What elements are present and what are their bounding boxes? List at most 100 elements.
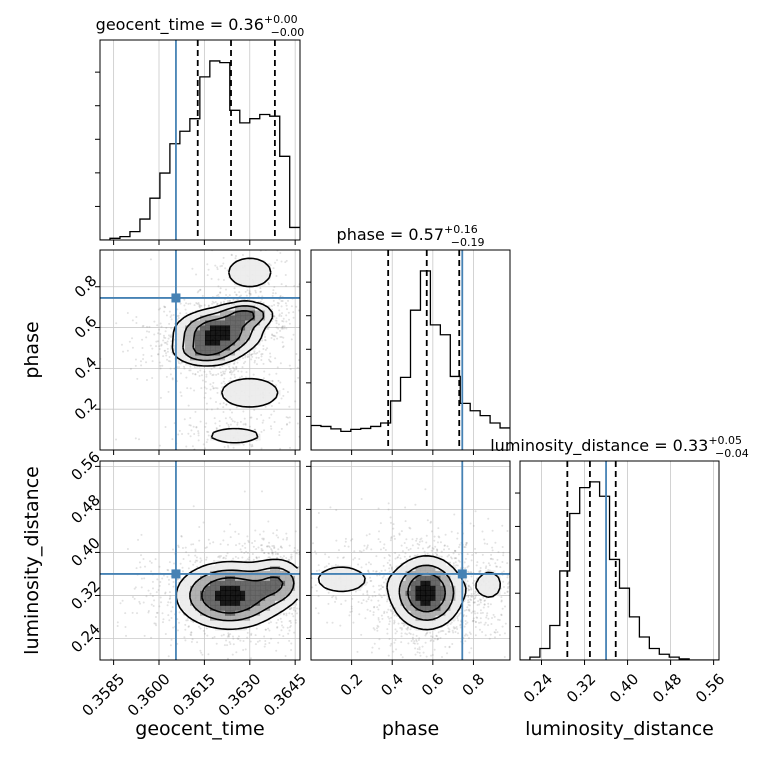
sample-point	[472, 524, 475, 527]
sample-point	[467, 565, 470, 568]
sample-point	[200, 374, 203, 377]
sample-point	[483, 538, 486, 541]
sample-point	[481, 611, 484, 614]
sample-point	[436, 549, 439, 552]
sample-point	[152, 605, 155, 608]
sample-point	[387, 668, 389, 670]
sample-point	[271, 308, 274, 311]
sample-point	[157, 332, 160, 335]
sample-point	[536, 600, 538, 602]
sample-point	[485, 614, 488, 617]
sample-point	[207, 434, 210, 437]
sample-point	[189, 424, 192, 427]
sample-point	[274, 261, 277, 264]
density-cell	[250, 595, 256, 601]
density-cell	[245, 380, 251, 386]
sample-point	[285, 259, 288, 262]
sample-point	[149, 344, 152, 347]
sample-point	[221, 373, 224, 376]
sample-point	[281, 300, 284, 303]
density-cell	[240, 340, 246, 346]
sample-point	[273, 315, 276, 318]
sample-point	[261, 549, 264, 552]
sample-point	[320, 593, 322, 595]
sample-point	[167, 578, 170, 581]
sample-point	[312, 602, 314, 604]
density-cell	[220, 350, 226, 356]
sample-point	[202, 629, 205, 632]
sample-point	[351, 538, 354, 541]
sample-point	[315, 566, 317, 568]
density-cell	[240, 595, 246, 601]
sample-point	[189, 435, 192, 438]
sample-point	[226, 543, 229, 546]
sample-point	[479, 601, 482, 604]
density-cell	[265, 610, 271, 616]
sample-point	[455, 626, 458, 629]
density-cell	[250, 385, 256, 391]
sample-point	[281, 346, 284, 349]
density-cell	[280, 595, 286, 601]
sample-point	[294, 530, 297, 533]
sample-point	[224, 267, 227, 270]
sample-point	[255, 363, 258, 366]
sample-point	[335, 509, 338, 512]
sample-point	[153, 333, 156, 336]
density-cell	[250, 390, 256, 396]
sample-point	[290, 607, 293, 610]
sample-point	[447, 554, 450, 557]
density-cell	[295, 575, 300, 581]
sample-point	[267, 556, 270, 559]
sample-point	[479, 621, 482, 624]
sample-point	[262, 362, 265, 365]
sample-point	[232, 298, 235, 301]
sample-point	[487, 617, 490, 620]
density-cell	[255, 280, 261, 286]
sample-point	[289, 446, 292, 449]
sample-point	[418, 661, 420, 663]
sample-point	[325, 305, 327, 307]
sample-point	[466, 580, 469, 583]
density-cell	[240, 335, 246, 341]
sample-point	[115, 438, 118, 441]
sample-point	[338, 397, 340, 399]
sample-point	[380, 584, 383, 587]
density-cell	[230, 335, 236, 341]
sample-point	[435, 553, 438, 556]
sample-point	[380, 596, 383, 599]
density-cell	[255, 400, 261, 406]
sample-point	[217, 285, 220, 288]
sample-point	[342, 556, 345, 559]
density-cell	[230, 620, 236, 626]
sample-point	[316, 616, 318, 618]
sample-point	[244, 356, 247, 359]
sample-point	[248, 292, 251, 295]
sample-point	[279, 381, 282, 384]
sample-point	[270, 404, 273, 407]
sample-point	[279, 617, 282, 620]
sample-point	[201, 294, 204, 297]
sample-point	[211, 385, 214, 388]
sample-point	[373, 606, 376, 609]
sample-point	[217, 372, 220, 375]
sample-point	[268, 360, 271, 363]
sample-point	[331, 596, 334, 599]
sample-point	[157, 588, 160, 591]
sample-point	[246, 636, 249, 639]
sample-point	[297, 565, 300, 568]
density-cell	[245, 280, 251, 286]
sample-point	[269, 425, 272, 428]
sample-point	[301, 591, 303, 593]
sample-point	[304, 590, 306, 592]
density-cell	[210, 340, 216, 346]
sample-point	[193, 365, 196, 368]
sample-point	[392, 610, 395, 613]
sample-point	[388, 567, 391, 570]
density-cell	[240, 600, 246, 606]
sample-point	[250, 445, 253, 448]
sample-point	[334, 644, 336, 646]
sample-point	[470, 588, 473, 591]
sample-point	[308, 629, 310, 631]
sample-point	[280, 620, 283, 623]
sample-point	[212, 301, 215, 304]
